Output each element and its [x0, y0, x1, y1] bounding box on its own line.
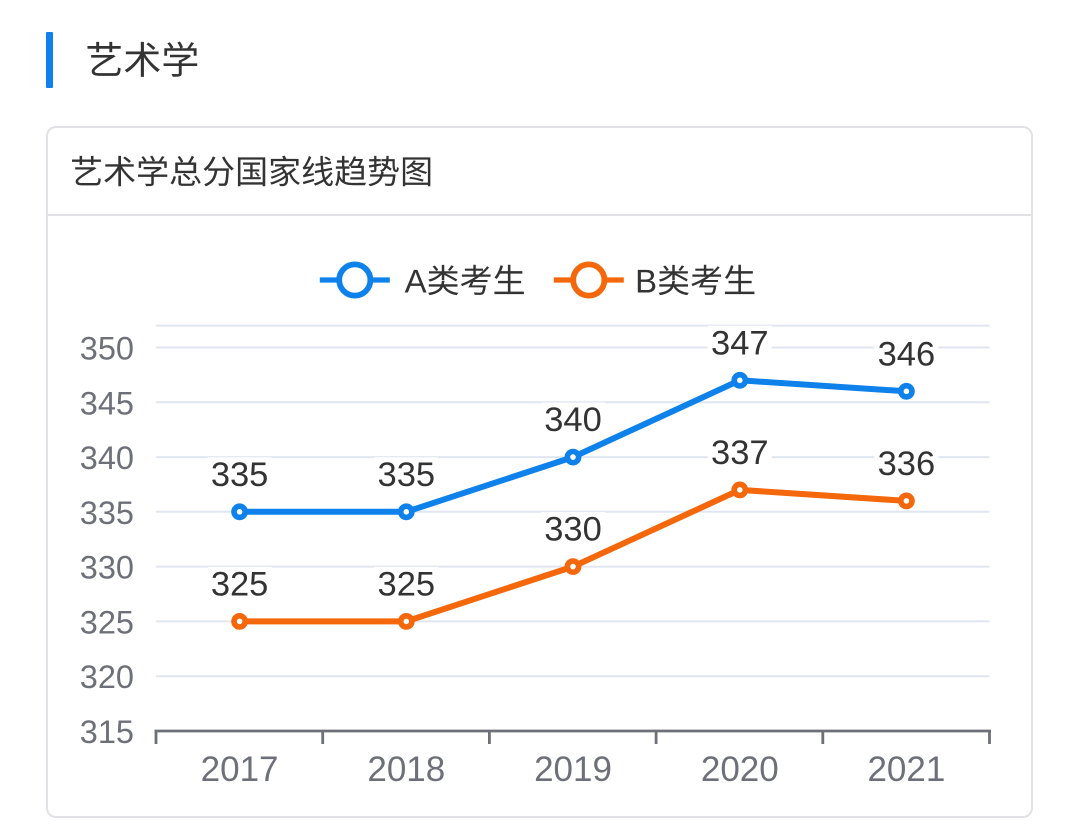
svg-text:350: 350 — [80, 331, 134, 367]
svg-text:336: 336 — [878, 445, 936, 483]
svg-text:2017: 2017 — [201, 750, 279, 789]
svg-text:335: 335 — [211, 456, 269, 494]
svg-text:346: 346 — [878, 335, 936, 373]
svg-text:2021: 2021 — [867, 750, 945, 789]
svg-text:315: 315 — [80, 714, 134, 750]
svg-text:340: 340 — [80, 440, 134, 476]
svg-text:2018: 2018 — [367, 750, 445, 789]
svg-text:330: 330 — [80, 550, 134, 586]
svg-text:345: 345 — [80, 385, 134, 421]
svg-text:325: 325 — [211, 565, 269, 603]
svg-text:335: 335 — [80, 495, 134, 531]
svg-text:325: 325 — [378, 565, 436, 603]
svg-text:335: 335 — [378, 456, 436, 494]
svg-text:330: 330 — [544, 511, 602, 549]
svg-text:2019: 2019 — [534, 750, 612, 789]
svg-text:340: 340 — [544, 401, 602, 439]
svg-text:337: 337 — [711, 434, 769, 472]
svg-text:320: 320 — [80, 659, 134, 695]
svg-text:2020: 2020 — [701, 750, 779, 789]
svg-text:347: 347 — [711, 324, 769, 362]
svg-text:325: 325 — [80, 604, 134, 640]
